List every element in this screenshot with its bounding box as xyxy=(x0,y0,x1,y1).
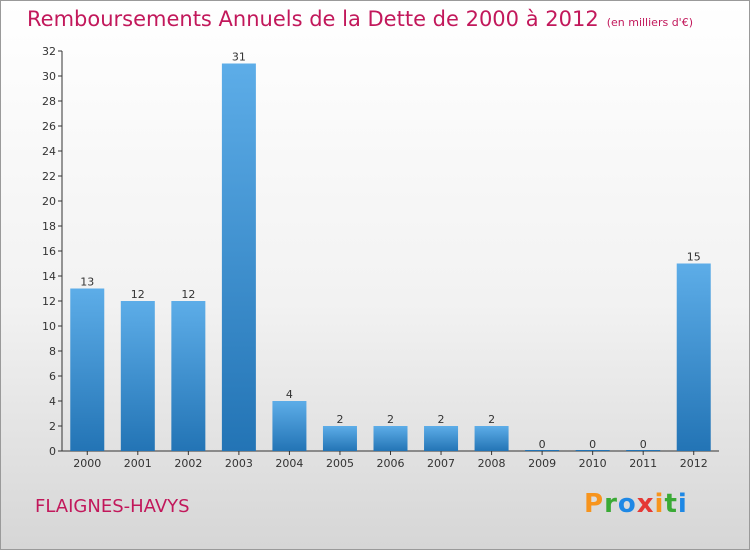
bar-2005 xyxy=(322,426,357,451)
x-tick-label: 2001 xyxy=(124,457,152,470)
y-tick-label: 24 xyxy=(42,145,56,158)
y-tick-label: 16 xyxy=(42,245,56,258)
proxiti-logo: Proxiti xyxy=(584,489,688,519)
y-tick-label: 12 xyxy=(42,295,56,308)
y-tick-label: 20 xyxy=(42,195,56,208)
y-tick-label: 22 xyxy=(42,170,56,183)
data-label-2006: 2 xyxy=(387,413,394,426)
y-tick-label: 26 xyxy=(42,120,56,133)
logo-letter: i xyxy=(677,489,688,519)
x-tick-label: 2011 xyxy=(629,457,657,470)
y-tick-label: 18 xyxy=(42,220,56,233)
x-tick-label: 2009 xyxy=(528,457,556,470)
bar-2012 xyxy=(676,263,711,451)
x-tick-label: 2008 xyxy=(478,457,506,470)
logo-letter: t xyxy=(664,489,678,519)
chart-title: Remboursements Annuels de la Dette de 20… xyxy=(27,7,693,31)
data-label-2008: 2 xyxy=(488,413,495,426)
data-label-2010: 0 xyxy=(589,438,596,451)
logo-letter: i xyxy=(654,489,665,519)
data-label-2007: 2 xyxy=(438,413,445,426)
x-tick-label: 2004 xyxy=(275,457,303,470)
title-text: Remboursements Annuels de la Dette de 20… xyxy=(27,7,599,31)
logo-letter: r xyxy=(604,489,618,519)
bar-2007 xyxy=(424,426,459,451)
x-tick-label: 2006 xyxy=(377,457,405,470)
data-label-2011: 0 xyxy=(640,438,647,451)
logo-letter: P xyxy=(584,489,605,519)
data-label-2001: 12 xyxy=(131,288,145,301)
y-tick-label: 32 xyxy=(42,45,56,58)
y-tick-label: 4 xyxy=(49,395,56,408)
x-tick-label: 2012 xyxy=(680,457,708,470)
data-label-2002: 12 xyxy=(181,288,195,301)
bar-2001 xyxy=(120,301,155,451)
bar-2002 xyxy=(171,301,206,451)
bar-2006 xyxy=(373,426,408,451)
y-tick-label: 0 xyxy=(49,445,56,458)
y-tick-label: 10 xyxy=(42,320,56,333)
data-label-2012: 15 xyxy=(687,251,701,264)
data-label-2004: 4 xyxy=(286,388,293,401)
x-tick-label: 2000 xyxy=(73,457,101,470)
y-tick-label: 8 xyxy=(49,345,56,358)
y-tick-label: 30 xyxy=(42,70,56,83)
data-label-2000: 13 xyxy=(80,276,94,289)
x-tick-label: 2003 xyxy=(225,457,253,470)
y-tick-label: 2 xyxy=(49,420,56,433)
bar-2008 xyxy=(474,426,509,451)
bar-2010 xyxy=(575,450,610,451)
data-label-2005: 2 xyxy=(336,413,343,426)
bar-2009 xyxy=(525,450,560,451)
logo-letter: o xyxy=(617,489,637,519)
data-label-2009: 0 xyxy=(539,438,546,451)
x-tick-label: 2007 xyxy=(427,457,455,470)
x-tick-label: 2010 xyxy=(579,457,607,470)
y-tick-label: 6 xyxy=(49,370,56,383)
subtitle-text: (en milliers d'€) xyxy=(606,16,693,29)
x-tick-label: 2002 xyxy=(174,457,202,470)
logo-letter: x xyxy=(636,489,655,519)
y-tick-label: 28 xyxy=(42,95,56,108)
bar-2000 xyxy=(70,288,105,451)
bar-2011 xyxy=(626,450,661,451)
x-tick-label: 2005 xyxy=(326,457,354,470)
bar-2003 xyxy=(221,63,256,451)
commune-name: FLAIGNES-HAVYS xyxy=(35,496,190,517)
y-tick-label: 14 xyxy=(42,270,56,283)
data-label-2003: 31 xyxy=(232,51,246,64)
bar-2004 xyxy=(272,401,307,451)
